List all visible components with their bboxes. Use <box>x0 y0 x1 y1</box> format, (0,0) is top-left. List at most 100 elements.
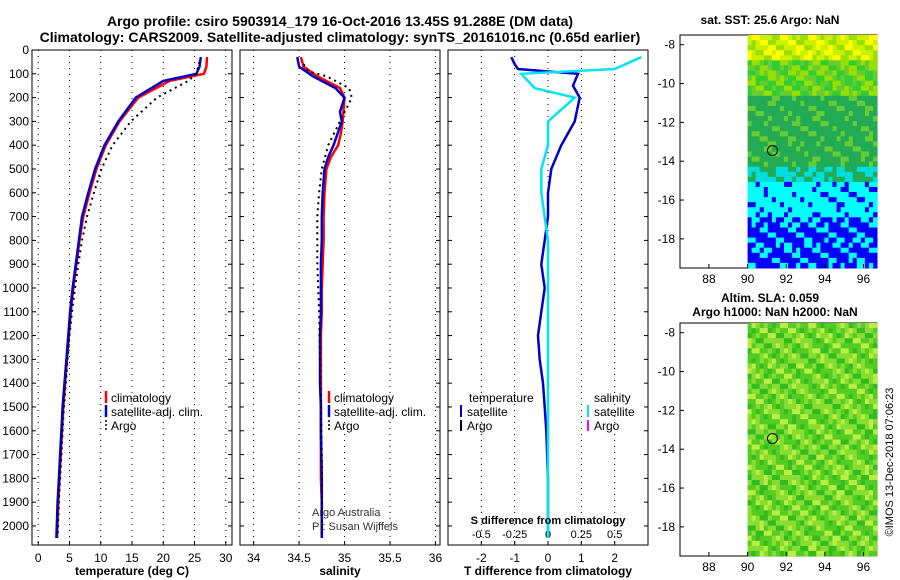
map-cell <box>796 495 801 501</box>
map-cell <box>828 237 833 244</box>
map-cell <box>771 475 777 481</box>
map-cell <box>755 156 761 163</box>
map-cell <box>788 505 793 511</box>
map-cell <box>796 161 801 168</box>
map-cell <box>771 328 777 334</box>
map-cell <box>812 328 817 334</box>
map-cell <box>804 434 809 440</box>
map-cell <box>824 530 829 537</box>
map-cell <box>747 197 752 203</box>
map-cell <box>820 383 825 390</box>
map-cell <box>840 85 845 92</box>
map-cell <box>852 197 858 203</box>
map-cell <box>836 121 841 127</box>
map-cell <box>767 383 773 390</box>
map-cell <box>751 70 756 76</box>
map-cell <box>844 378 849 385</box>
map-cell <box>860 459 866 466</box>
map-cell <box>796 434 801 440</box>
map-cell <box>755 252 761 259</box>
map-cell <box>816 449 821 456</box>
legend-label-argo: Argo <box>334 419 360 433</box>
map-cell <box>796 55 801 61</box>
map-cell <box>844 161 849 168</box>
map-cell <box>771 490 777 496</box>
map-cell <box>804 545 809 552</box>
map-cell <box>771 111 777 117</box>
map-cell <box>804 242 809 249</box>
map-cell <box>771 323 777 329</box>
map-cell <box>808 485 813 491</box>
difference-legend: temperature satellite Argo salinity sate… <box>460 391 635 433</box>
map-cell <box>747 192 752 198</box>
map-cell <box>864 227 870 233</box>
map-cell <box>856 409 862 415</box>
map-cell <box>873 515 878 521</box>
map-cell <box>792 161 797 168</box>
map-cell <box>824 399 829 405</box>
map-cell <box>796 510 801 516</box>
y-tick-label: 1100 <box>3 305 29 319</box>
map-cell <box>759 202 765 208</box>
map-cell <box>860 40 866 46</box>
map-cell <box>860 414 866 420</box>
map-cell <box>868 217 874 223</box>
map-cell <box>788 469 793 476</box>
map-cell <box>767 500 773 506</box>
map-cell <box>840 75 845 81</box>
map-cell <box>848 55 854 61</box>
map-cell <box>808 399 813 405</box>
map-cell <box>784 409 789 415</box>
map-cell <box>747 105 752 112</box>
map-cell <box>784 500 789 506</box>
map-cell <box>751 50 756 56</box>
map-cell <box>784 90 789 97</box>
map-cell <box>856 85 862 92</box>
map-cell <box>820 505 825 511</box>
map-cell <box>820 535 825 542</box>
map-cell <box>816 424 821 430</box>
map-cell <box>820 348 825 354</box>
map-cell <box>840 449 845 456</box>
map-cell <box>848 414 854 420</box>
map-cell <box>840 388 845 395</box>
map-cell <box>852 535 858 542</box>
map-cell <box>848 383 854 390</box>
map-cell <box>779 363 785 369</box>
map-cell <box>812 434 817 440</box>
map-cell <box>796 490 801 496</box>
map-cell <box>840 161 845 168</box>
map-cell <box>816 146 821 152</box>
map-cell <box>775 90 781 97</box>
map-cell <box>856 368 862 375</box>
map-cell <box>840 525 845 532</box>
map-cell <box>840 217 845 223</box>
map-cell <box>792 550 797 557</box>
map-cell <box>824 424 829 430</box>
map-cell <box>747 424 752 430</box>
map-cell <box>812 399 817 405</box>
map-cell <box>820 419 825 425</box>
map-cell <box>775 242 781 249</box>
map-cell <box>873 192 878 198</box>
map-cell <box>763 424 769 430</box>
map-cell <box>816 378 821 385</box>
map-cell <box>840 232 845 238</box>
map-cell <box>816 141 821 147</box>
map-cell <box>779 70 785 76</box>
y-tick-label: -14 <box>658 442 676 456</box>
map-cell <box>747 161 752 168</box>
map-cell <box>771 480 777 486</box>
map-cell <box>860 192 866 198</box>
map-cell <box>751 550 756 557</box>
map-cell <box>836 525 841 532</box>
map-cell <box>755 550 761 557</box>
map-cell <box>816 207 821 213</box>
map-cell <box>848 444 854 451</box>
map-cell <box>848 459 854 466</box>
map-cell <box>796 505 801 511</box>
map-cell <box>824 181 829 188</box>
map-cell <box>812 409 817 415</box>
map-cell <box>852 80 858 87</box>
legend-label-argo: Argo <box>111 419 137 433</box>
